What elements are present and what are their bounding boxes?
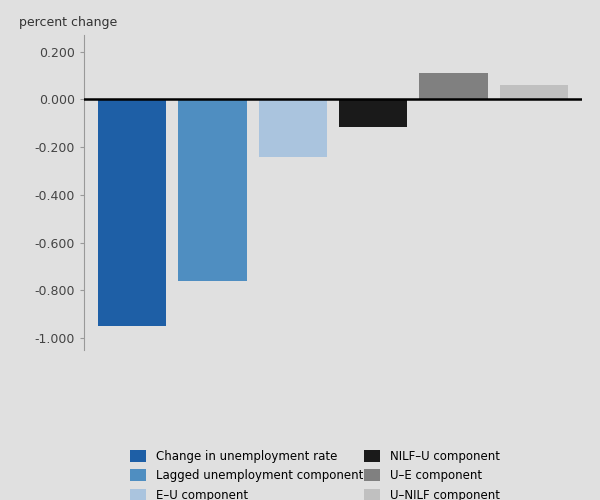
Bar	[339, 100, 407, 127]
Text: percent change: percent change	[19, 16, 118, 28]
Bar	[98, 100, 166, 326]
Legend: NILF–U component, U–E component, U–NILF component: NILF–U component, U–E component, U–NILF …	[364, 450, 500, 500]
Bar	[259, 100, 327, 156]
Bar	[419, 73, 488, 100]
Bar	[500, 85, 568, 100]
Bar	[178, 100, 247, 281]
